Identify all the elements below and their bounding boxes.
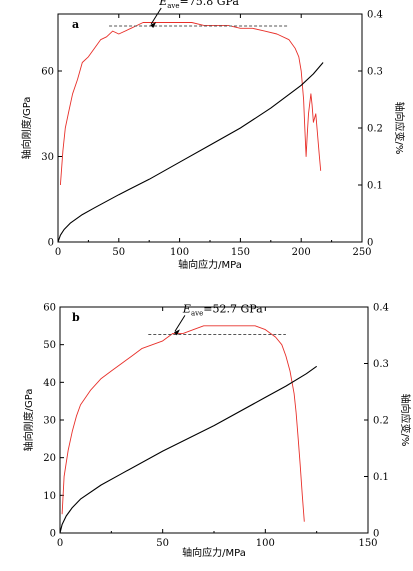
x-tick-label: 50 xyxy=(112,247,125,258)
plot-frame xyxy=(59,306,369,534)
y-right-tick-label: 0.2 xyxy=(367,124,383,135)
y-left-tick-label: 20 xyxy=(43,453,56,464)
y-right-tick-label: 0.3 xyxy=(367,67,383,78)
y-right-tick-label: 0.1 xyxy=(367,181,383,192)
annotation-arrowhead xyxy=(173,329,180,336)
y-right-axis-title: 轴向应变/% xyxy=(393,102,406,155)
y-left-axis-title: 轴向刚度/GPa xyxy=(20,97,33,160)
y-right-tick-label: 0.3 xyxy=(373,359,389,370)
y-right-tick-label: 0.1 xyxy=(373,472,389,483)
annotation-arrowhead xyxy=(150,21,157,28)
plot-frame xyxy=(57,13,363,243)
y-right-tick-label: 0.4 xyxy=(373,303,389,314)
y-left-tick-label: 30 xyxy=(43,416,56,427)
y-left-tick-label: 0 xyxy=(48,238,54,249)
y-left-tick-label: 40 xyxy=(43,378,56,389)
y-left-tick-label: 60 xyxy=(43,303,56,314)
x-tick-label: 200 xyxy=(292,247,311,258)
x-tick-label: 100 xyxy=(256,538,275,549)
x-tick-label: 150 xyxy=(231,247,250,258)
panel-letter: b xyxy=(72,311,80,324)
y-right-tick-label: 0.2 xyxy=(373,416,389,427)
x-tick-label: 0 xyxy=(57,538,63,549)
y-left-tick-label: 10 xyxy=(43,491,56,502)
strain-series-line xyxy=(59,365,318,534)
y-right-tick-label: 0 xyxy=(367,238,373,249)
y-left-tick-label: 0 xyxy=(50,529,56,540)
y-right-axis-title: 轴向应变/% xyxy=(399,394,412,447)
stiffness-series-line xyxy=(59,22,322,186)
y-left-tick-label: 30 xyxy=(41,152,54,163)
x-tick-label: 0 xyxy=(55,247,61,258)
y-right-tick-label: 0.4 xyxy=(367,10,383,21)
annotation-arrow xyxy=(174,315,186,332)
panel-letter: a xyxy=(72,18,79,31)
strain-series-line xyxy=(57,62,324,243)
annotation-label: Eave=52.7 GPa xyxy=(182,302,263,317)
y-left-axis-title: 轴向刚度/GPa xyxy=(22,389,35,452)
x-axis-title: 轴向应力/MPa xyxy=(182,546,246,559)
annotation-label: Eave=75.8 GPa xyxy=(158,0,239,10)
x-tick-label: 50 xyxy=(156,538,169,549)
x-tick-label: 250 xyxy=(352,247,371,258)
stiffness-series-line xyxy=(61,325,305,522)
x-tick-label: 150 xyxy=(358,538,377,549)
x-axis-title: 轴向应力/MPa xyxy=(178,258,242,271)
annotation-arrow xyxy=(150,7,162,25)
x-tick-label: 100 xyxy=(170,247,189,258)
y-left-tick-label: 50 xyxy=(43,340,56,351)
y-left-tick-label: 60 xyxy=(41,67,54,78)
y-right-tick-label: 0 xyxy=(373,529,379,540)
